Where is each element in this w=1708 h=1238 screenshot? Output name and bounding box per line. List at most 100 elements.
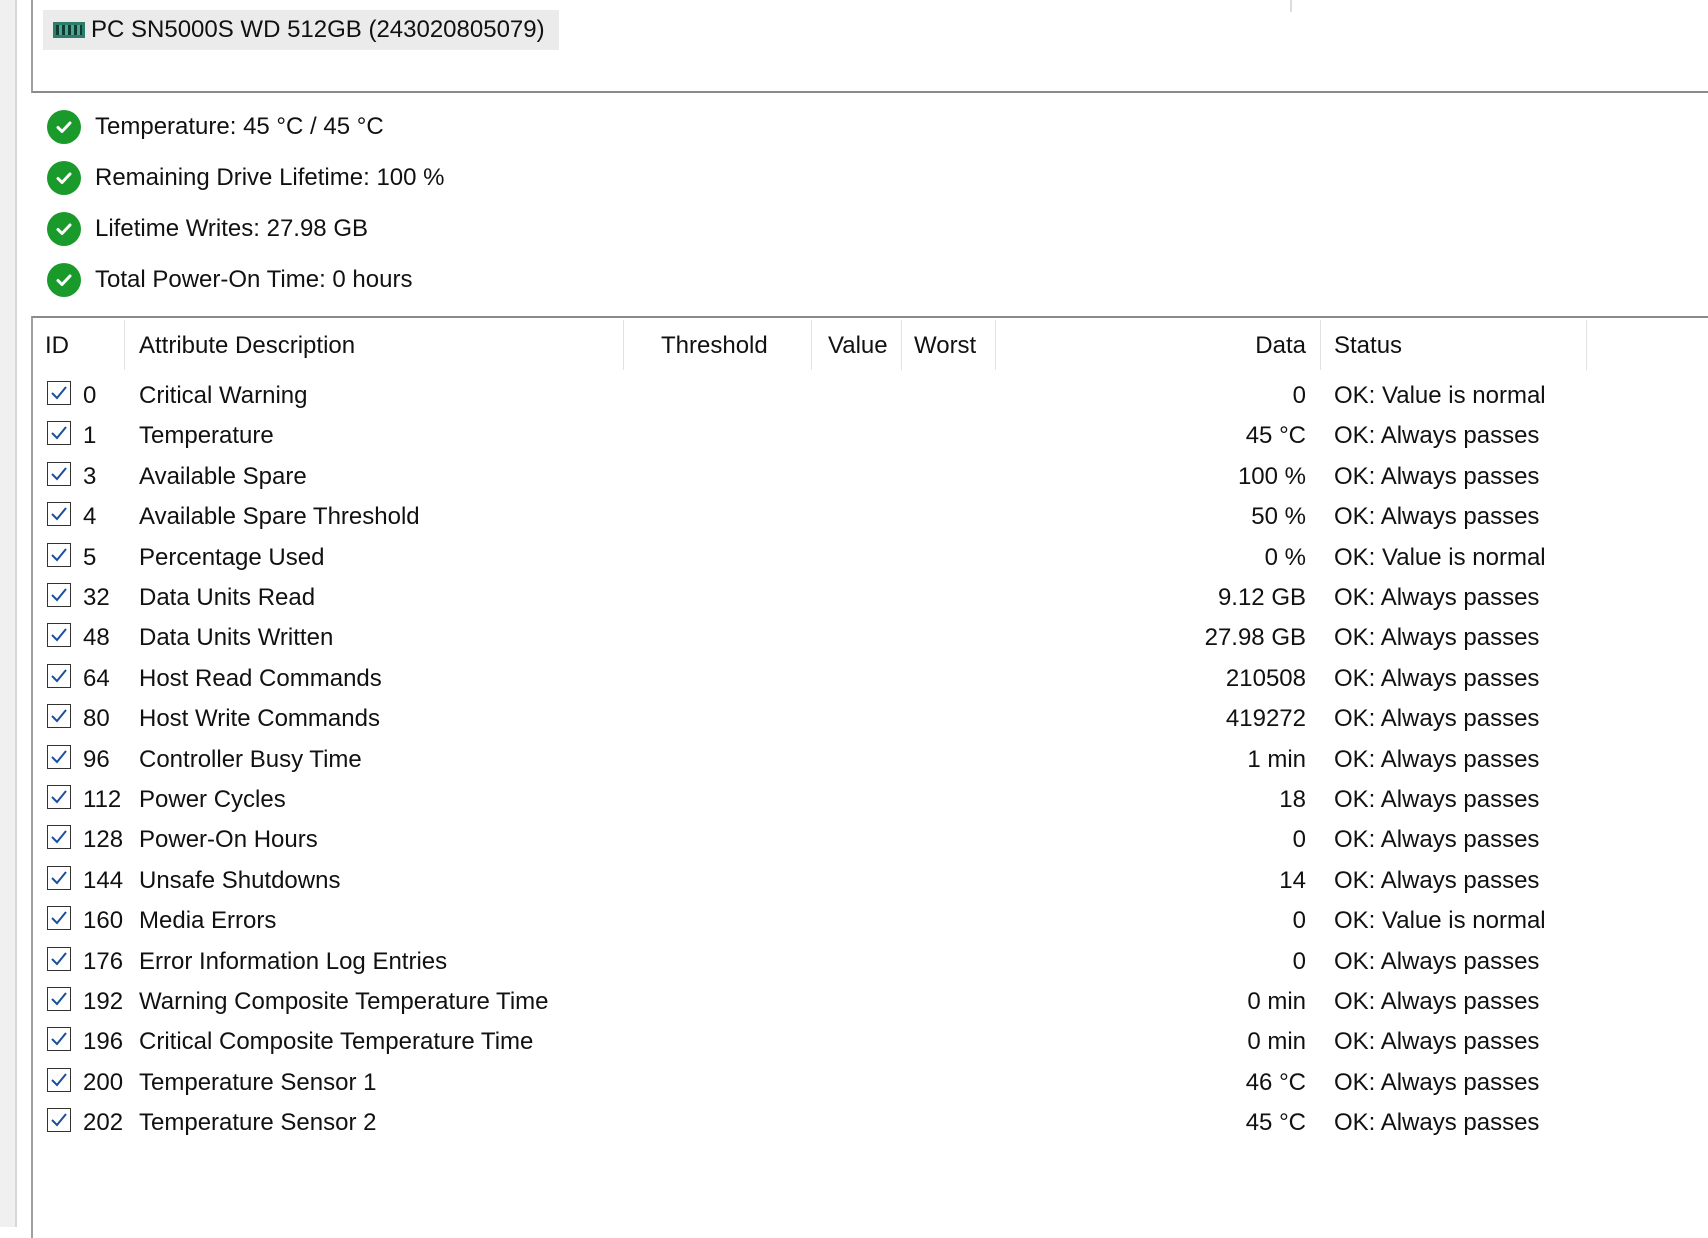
column-separator[interactable] bbox=[124, 320, 125, 370]
health-status-text: Total Power-On Time: 0 hours bbox=[95, 266, 413, 293]
attribute-data: 14 bbox=[1279, 866, 1306, 894]
attribute-description: Power-On Hours bbox=[139, 826, 318, 854]
attribute-status: OK: Always passes bbox=[1334, 705, 1540, 733]
attribute-checkbox[interactable] bbox=[47, 623, 71, 648]
attribute-checkbox[interactable] bbox=[47, 987, 71, 1011]
attribute-checkbox[interactable] bbox=[47, 461, 71, 486]
table-row[interactable]: 32 Data Units Read 9.12 GB OK: Always passe… bbox=[33, 578, 1708, 618]
column-separator[interactable] bbox=[1586, 320, 1587, 370]
table-row[interactable]: 202 Temperature Sensor 2 45 °C OK: Always p… bbox=[33, 1103, 1708, 1143]
attribute-checkbox[interactable] bbox=[47, 381, 71, 405]
attribute-checkbox[interactable] bbox=[47, 865, 71, 890]
table-row[interactable]: 80 Host Write Commands 419272 OK: Always pa… bbox=[33, 699, 1708, 739]
column-separator[interactable] bbox=[995, 320, 996, 370]
attribute-checkbox[interactable] bbox=[47, 906, 71, 931]
attribute-description: Power Cycles bbox=[139, 786, 286, 813]
attribute-checkbox[interactable] bbox=[47, 583, 71, 607]
attribute-checkbox[interactable] bbox=[47, 1108, 71, 1133]
attribute-checkbox[interactable] bbox=[47, 946, 71, 971]
attribute-description: Host Read Commands bbox=[139, 664, 382, 692]
column-separator[interactable] bbox=[1320, 320, 1321, 370]
table-row[interactable]: 5 Percentage Used 0 % OK: Value is normal bbox=[33, 538, 1708, 578]
table-row[interactable]: 192 Warning Composite Temperature Time 0 m… bbox=[33, 982, 1708, 1022]
attribute-data: 100 % bbox=[1237, 462, 1306, 490]
table-row[interactable]: 196 Critical Composite Temperature Time 0 … bbox=[33, 1022, 1708, 1062]
column-header-data[interactable]: Data bbox=[1255, 332, 1306, 359]
attribute-checkbox[interactable] bbox=[47, 825, 71, 850]
attribute-checkbox[interactable] bbox=[47, 744, 71, 769]
health-status-line: Temperature: 45 °C / 45 °C bbox=[47, 110, 384, 144]
column-header-description[interactable]: Attribute Description bbox=[139, 332, 356, 359]
attribute-data: 50 % bbox=[1251, 503, 1306, 531]
drive-icon bbox=[53, 22, 85, 38]
column-separator[interactable] bbox=[811, 320, 812, 370]
table-row[interactable]: 48 Data Units Written 27.98 GB OK: Always p… bbox=[33, 618, 1708, 658]
table-row[interactable]: 96 Controller Busy Time 1 min OK: Always pa… bbox=[33, 740, 1708, 780]
health-status-text: Remaining Drive Lifetime: 100 % bbox=[95, 164, 445, 191]
attribute-status: OK: Always passes bbox=[1334, 786, 1540, 813]
attribute-data: 1 min bbox=[1247, 745, 1306, 773]
table-row[interactable]: 1 Temperature 45 °C OK: Always passes bbox=[33, 416, 1708, 456]
attribute-id: 128 bbox=[83, 826, 124, 854]
table-row[interactable]: 4 Available Spare Threshold 50 % OK: Always… bbox=[33, 497, 1708, 537]
column-separator[interactable] bbox=[901, 320, 902, 370]
table-row[interactable]: 3 Available Spare 100 % OK: Always passes bbox=[33, 457, 1708, 497]
column-header-worst[interactable]: Worst bbox=[914, 332, 977, 359]
attribute-status: OK: Always passes bbox=[1334, 988, 1540, 1015]
table-row[interactable]: 0 Critical Warning 0 OK: Value is normal bbox=[33, 376, 1708, 416]
attribute-description: Temperature Sensor 1 bbox=[139, 1068, 377, 1096]
column-separator[interactable] bbox=[623, 320, 624, 370]
attribute-description: Host Write Commands bbox=[139, 705, 380, 733]
attribute-data: 45 °C bbox=[1245, 422, 1306, 450]
attribute-status: OK: Always passes bbox=[1334, 624, 1540, 652]
attribute-description: Percentage Used bbox=[139, 543, 325, 571]
attribute-data: 0 bbox=[1292, 907, 1306, 935]
attribute-checkbox[interactable] bbox=[47, 1027, 71, 1052]
attribute-checkbox[interactable] bbox=[47, 1067, 71, 1092]
attribute-data: 0 % bbox=[1264, 543, 1306, 571]
health-status-text: Temperature: 45 °C / 45 °C bbox=[95, 113, 384, 140]
attribute-status: OK: Always passes bbox=[1334, 826, 1540, 854]
attribute-checkbox[interactable] bbox=[47, 663, 71, 688]
check-circle-icon bbox=[47, 263, 81, 297]
table-row[interactable]: 144 Unsafe Shutdowns 14 OK: Always passes bbox=[33, 861, 1708, 901]
attribute-id: 176 bbox=[83, 947, 124, 975]
column-header-id[interactable]: ID bbox=[45, 332, 69, 359]
drive-list: PC SN5000S WD 512GB (243020805079) bbox=[31, 0, 1708, 93]
drive-item[interactable]: PC SN5000S WD 512GB (243020805079) bbox=[43, 10, 559, 50]
attribute-status: OK: Always passes bbox=[1334, 422, 1540, 450]
column-header-value[interactable]: Value bbox=[828, 332, 888, 359]
table-row[interactable]: 128 Power-On Hours 0 OK: Always passes bbox=[33, 820, 1708, 860]
attribute-data: 45 °C bbox=[1245, 1109, 1306, 1137]
attribute-checkbox[interactable] bbox=[47, 704, 71, 729]
attribute-id: 0 bbox=[83, 382, 97, 409]
column-header-status[interactable]: Status bbox=[1334, 332, 1403, 359]
table-row[interactable]: 112 Power Cycles 18 OK: Always passes bbox=[33, 780, 1708, 820]
attribute-status: OK: Value is normal bbox=[1334, 382, 1546, 409]
column-header-threshold[interactable]: Threshold bbox=[661, 332, 768, 359]
attribute-id: 192 bbox=[83, 988, 124, 1015]
attribute-data: 0 bbox=[1292, 826, 1306, 854]
attribute-status: OK: Always passes bbox=[1334, 1109, 1540, 1137]
table-row[interactable]: 160 Media Errors 0 OK: Value is normal bbox=[33, 901, 1708, 941]
table-row[interactable]: 176 Error Information Log Entries 0 OK: Alw… bbox=[33, 942, 1708, 982]
divider bbox=[1290, 0, 1292, 12]
attribute-id: 4 bbox=[83, 503, 97, 531]
attribute-checkbox[interactable] bbox=[47, 421, 71, 446]
attribute-id: 32 bbox=[83, 584, 110, 611]
smart-attributes-table: ID Attribute Description Threshold Value… bbox=[31, 316, 1708, 1238]
table-row[interactable]: 64 Host Read Commands 210508 OK: Always pas… bbox=[33, 659, 1708, 699]
attribute-id: 5 bbox=[83, 543, 97, 571]
attribute-checkbox[interactable] bbox=[47, 785, 71, 809]
attribute-checkbox[interactable] bbox=[47, 542, 71, 567]
attribute-data: 419272 bbox=[1225, 705, 1306, 733]
table-row[interactable]: 200 Temperature Sensor 1 46 °C OK: Always p… bbox=[33, 1063, 1708, 1103]
attribute-id: 96 bbox=[83, 745, 110, 773]
attribute-data: 0 min bbox=[1247, 1028, 1306, 1056]
attribute-checkbox[interactable] bbox=[47, 502, 71, 527]
attribute-id: 80 bbox=[83, 705, 110, 733]
attribute-description: Available Spare Threshold bbox=[139, 503, 420, 531]
attribute-data: 9.12 GB bbox=[1217, 584, 1306, 611]
attribute-description: Error Information Log Entries bbox=[139, 947, 448, 975]
attribute-status: OK: Always passes bbox=[1334, 584, 1540, 611]
